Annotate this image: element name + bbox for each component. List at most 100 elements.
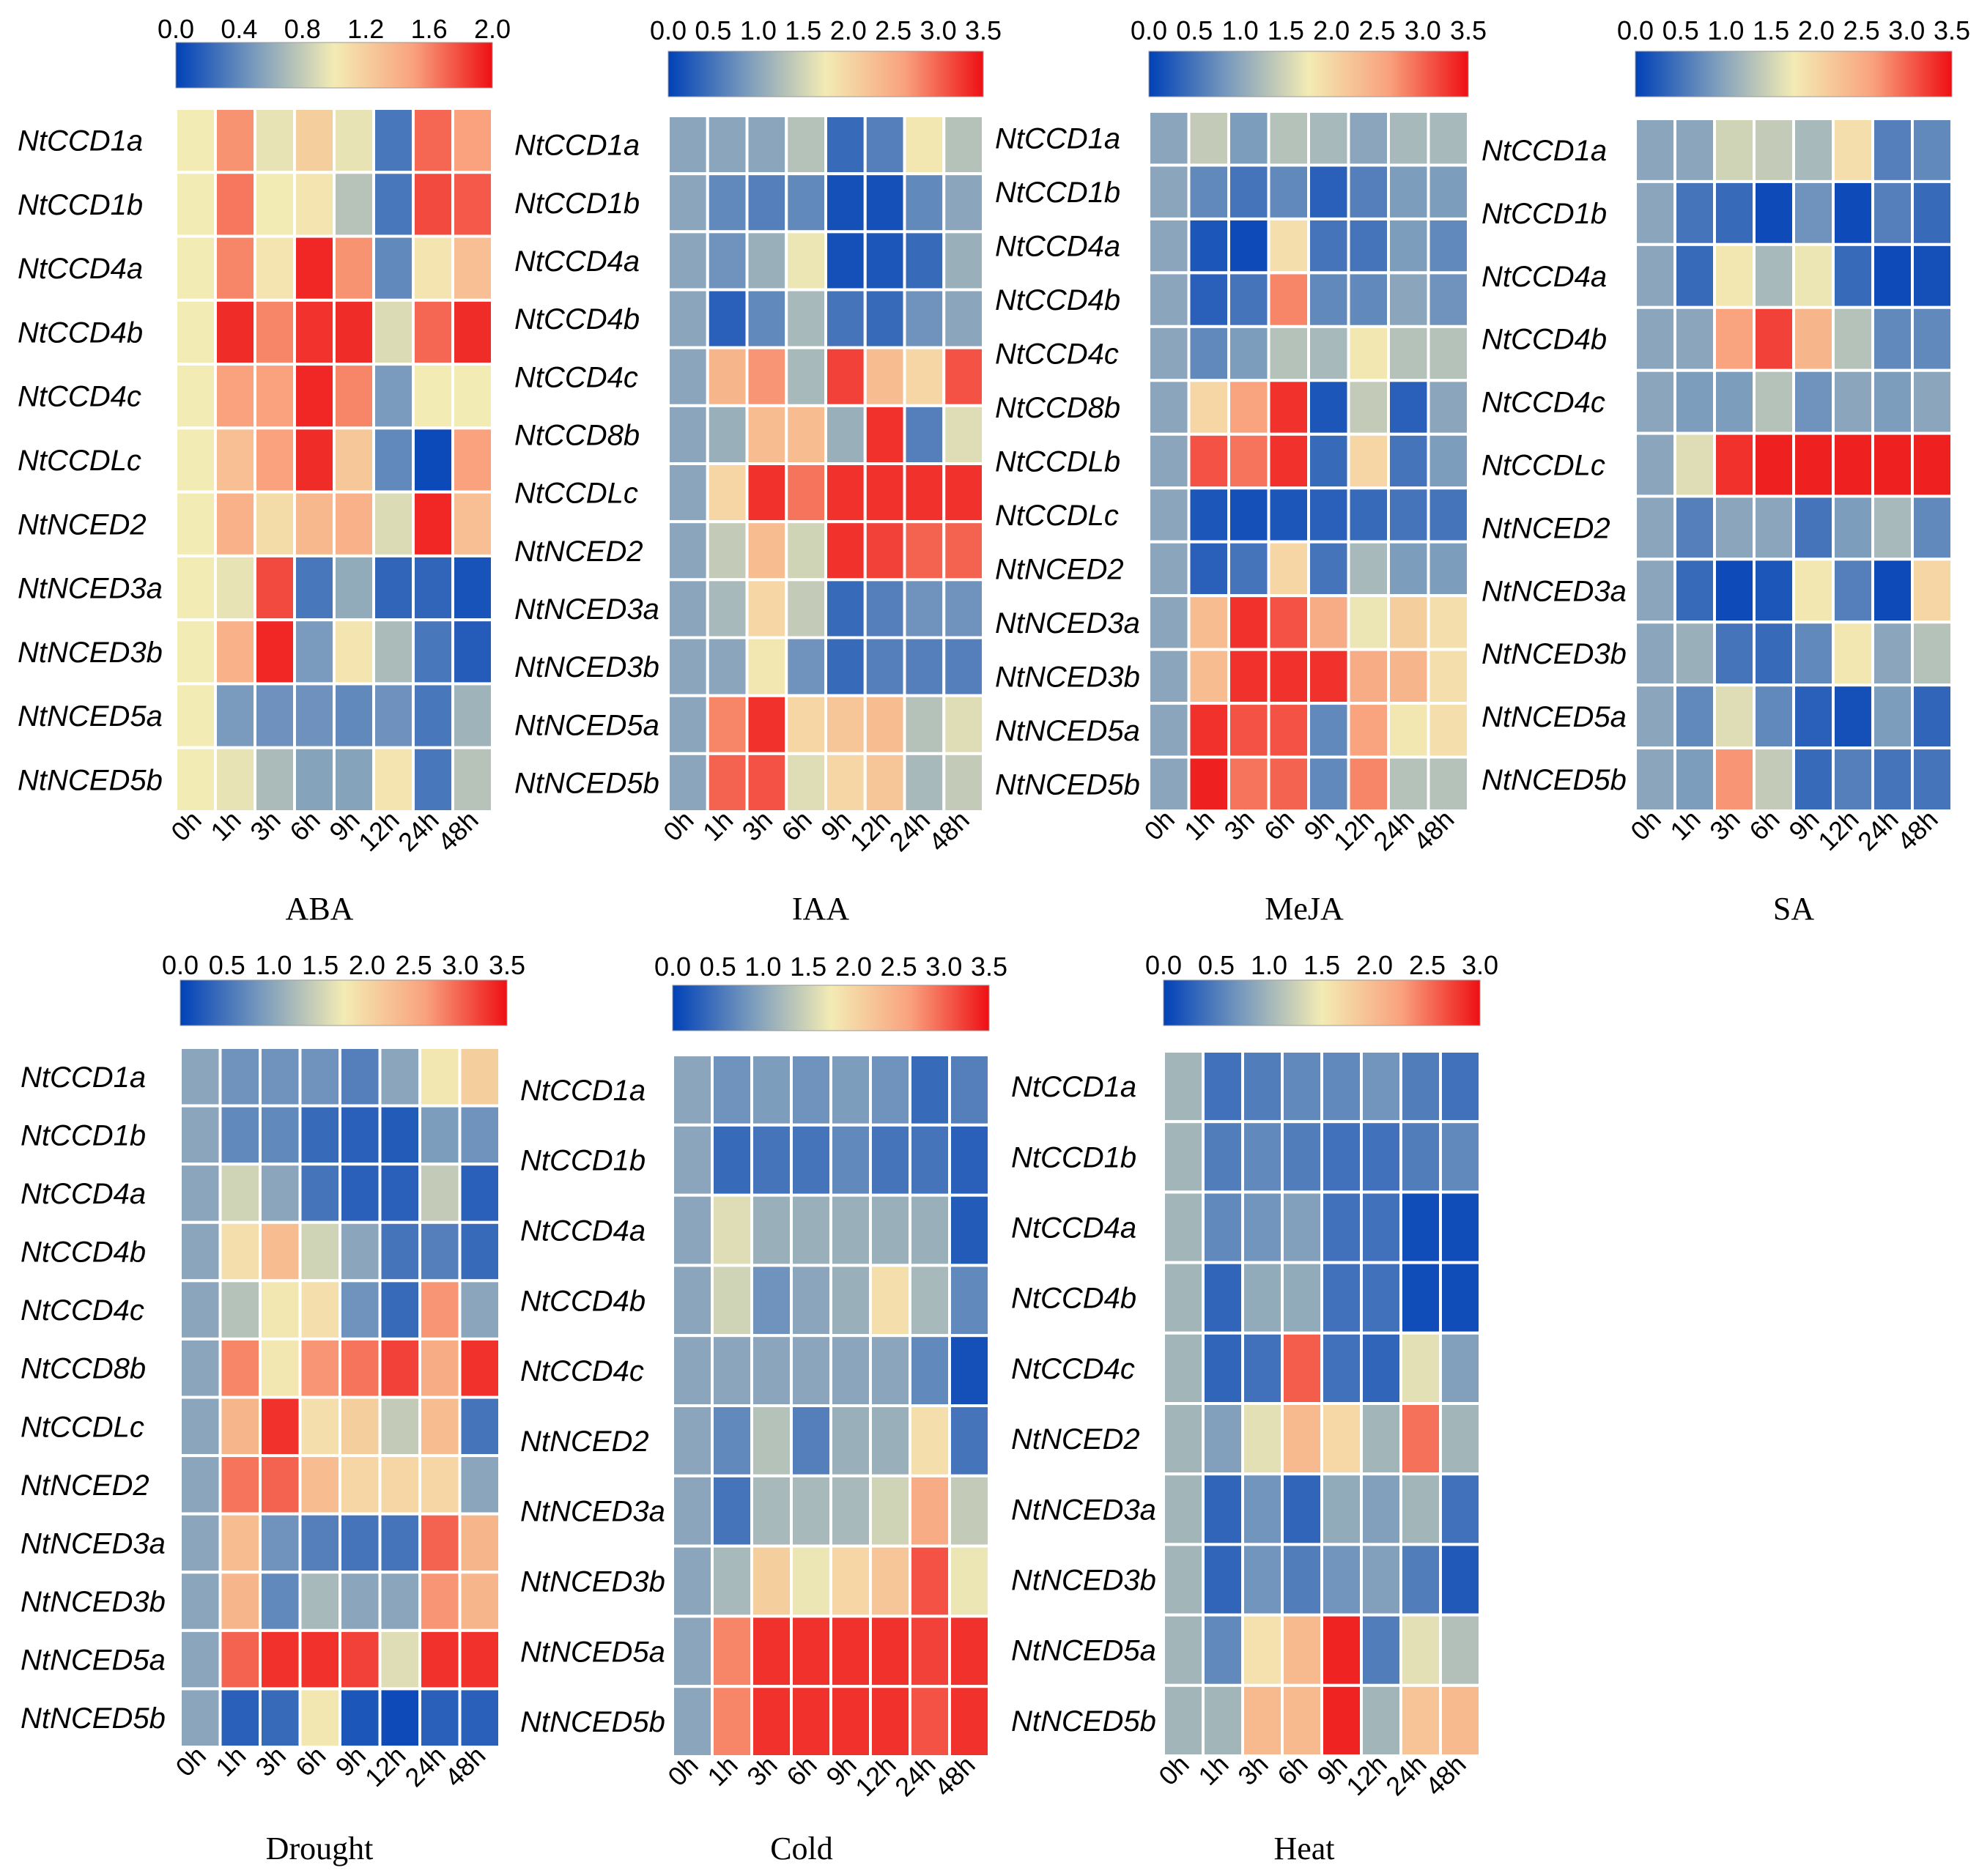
row-label: NtCCD4b xyxy=(18,316,143,349)
row-label: NtNCED3b xyxy=(514,651,659,683)
heatmap-cell xyxy=(1792,620,1835,687)
heatmap-cell xyxy=(418,1220,462,1283)
heatmap-cell xyxy=(948,1053,991,1127)
panel-title: SA xyxy=(1773,891,1814,927)
heatmap-cell xyxy=(706,636,749,697)
heatmap-cell xyxy=(1347,271,1390,328)
heatmap-cell xyxy=(1673,620,1716,687)
heatmap-cell xyxy=(671,1053,714,1127)
heatmap-cell xyxy=(214,234,256,302)
heatmap-cell xyxy=(785,114,827,176)
heatmap-cell xyxy=(1202,1543,1244,1617)
heatmap-cell xyxy=(1360,1190,1402,1264)
heatmap-cell xyxy=(259,1220,302,1283)
heatmap-cell xyxy=(1307,540,1350,598)
row-label: NtNCED5a xyxy=(18,700,163,733)
colorbar-tick-label: 3.5 xyxy=(489,950,525,980)
heatmap-cell xyxy=(711,1053,753,1127)
row-label: NtCCD1b xyxy=(995,177,1120,209)
colorbar-tick-label: 0.0 xyxy=(650,15,687,45)
heatmap-cell xyxy=(1387,217,1430,275)
heatmap-cell xyxy=(671,1544,714,1618)
heatmap-cell xyxy=(903,172,946,234)
row-label: NtCCD1b xyxy=(520,1145,646,1177)
heatmap-cell xyxy=(829,1474,872,1548)
heatmap-cell xyxy=(1162,1331,1205,1406)
heatmap-cell xyxy=(1227,540,1270,598)
heatmap-cell xyxy=(1634,557,1676,624)
heatmap-cell xyxy=(259,1687,302,1749)
heatmap-cell xyxy=(418,1046,462,1108)
heatmap-cell xyxy=(869,1614,911,1688)
heatmap-cell xyxy=(179,1104,222,1166)
heatmap-panel-iaa: 0.0 0.5 1.0 1.5 2.0 2.5 3.0 3.5 NtCCD1a NtCCD1b Nt… xyxy=(514,15,1002,927)
heatmap-cell xyxy=(293,682,336,749)
heatmap-cell xyxy=(1753,494,1795,561)
heatmap-cell xyxy=(1713,746,1756,813)
heatmap-cell xyxy=(1281,1261,1323,1335)
heatmap-cell xyxy=(174,618,217,686)
heatmap-cell xyxy=(1832,305,1874,372)
heatmap-cell xyxy=(412,554,454,622)
heatmap-cell xyxy=(1360,1543,1402,1617)
heatmap-cell xyxy=(711,1193,753,1267)
heatmap-cell xyxy=(909,1404,951,1478)
heatmap-cell xyxy=(1162,1120,1205,1194)
heatmap-cell xyxy=(829,1685,872,1758)
heatmap-cell xyxy=(869,1334,911,1407)
heatmap-cell xyxy=(1387,594,1430,651)
heatmap-cell xyxy=(667,404,709,466)
heatmap-cell xyxy=(863,520,906,582)
row-label: NtNCED3a xyxy=(1011,1494,1156,1526)
heatmap-cell xyxy=(1673,117,1716,183)
heatmap-cell xyxy=(671,1193,714,1267)
heatmap-cell xyxy=(1281,1331,1323,1406)
heatmap-cell xyxy=(1713,431,1756,498)
heatmap-cell xyxy=(259,1395,302,1458)
heatmap-cell xyxy=(903,752,946,813)
heatmap-cell xyxy=(254,426,296,494)
colorbar-tick-label: 3.0 xyxy=(920,15,957,45)
heatmap-cell xyxy=(1911,557,1953,624)
heatmap-cell xyxy=(1147,594,1191,651)
heatmap-cell xyxy=(333,618,375,686)
heatmap-cell xyxy=(333,682,375,749)
heatmap-cell xyxy=(333,363,375,430)
heatmap-cell xyxy=(1202,1120,1244,1194)
heatmap-cell xyxy=(1307,325,1350,382)
heatmap-cell xyxy=(458,1395,501,1458)
heatmap-cell xyxy=(1713,242,1756,309)
heatmap-cell xyxy=(790,1685,832,1758)
heatmap-cell xyxy=(1634,431,1676,498)
heatmap-cell xyxy=(218,1163,262,1224)
heatmap-cell xyxy=(378,1163,421,1224)
row-label: NtNCED5a xyxy=(514,709,659,741)
heatmap-cell xyxy=(214,554,256,622)
heatmap-cell xyxy=(1241,1472,1284,1546)
heatmap-cell xyxy=(378,1687,421,1749)
heatmap-cell xyxy=(372,298,415,366)
heatmap-cell xyxy=(1227,755,1270,813)
heatmap-cell xyxy=(418,1104,462,1166)
row-label: NtNCED2 xyxy=(520,1425,649,1458)
heatmap-cell xyxy=(1187,271,1230,328)
colorbar-tick-label: 1.0 xyxy=(1222,15,1259,45)
heatmap-cell xyxy=(1427,163,1470,220)
row-label: NtCCDLc xyxy=(21,1411,144,1443)
heatmap-cell xyxy=(1320,1120,1363,1194)
colorbar-tick-label: 0.5 xyxy=(700,952,736,982)
row-label: NtCCD4c xyxy=(514,361,638,393)
heatmap-cell xyxy=(942,230,985,292)
panel-title: Heat xyxy=(1273,1831,1334,1866)
heatmap-cell xyxy=(671,1474,714,1548)
heatmap-cell xyxy=(412,234,454,302)
heatmap-cell xyxy=(1347,594,1390,651)
heatmap-cell xyxy=(942,520,985,582)
colorbar-tick-label: 0.5 xyxy=(1662,15,1699,45)
heatmap-cell xyxy=(1713,117,1756,183)
heatmap-cell xyxy=(711,1474,753,1548)
heatmap-cell xyxy=(711,1123,753,1197)
heatmap-cell xyxy=(1832,117,1874,183)
heatmap-cell xyxy=(259,1512,302,1574)
heatmap-cell xyxy=(1832,431,1874,498)
